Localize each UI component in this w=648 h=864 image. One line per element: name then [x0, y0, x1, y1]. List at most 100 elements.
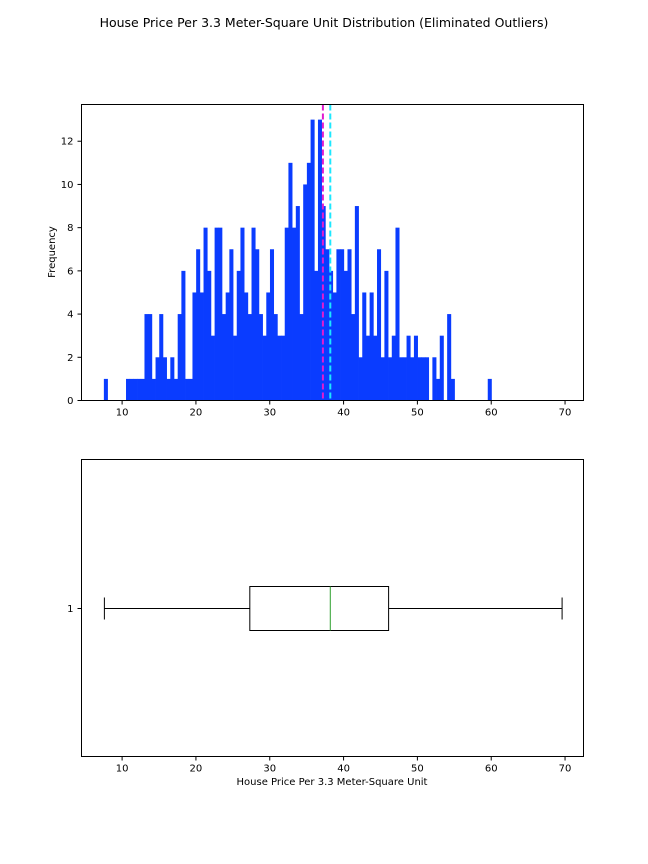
- histogram-bar: [417, 357, 422, 401]
- histogram-bar: [395, 227, 400, 401]
- histogram-bar: [262, 335, 267, 401]
- histogram-bar: [185, 378, 190, 401]
- histogram-bar: [351, 314, 356, 401]
- histogram-bar: [148, 314, 153, 401]
- histogram-bar: [295, 206, 300, 401]
- histogram-bar: [317, 119, 322, 401]
- histogram-bar: [140, 378, 145, 401]
- boxplot-y-ticks: 1: [67, 604, 82, 615]
- histogram-bar: [413, 335, 418, 401]
- histogram-bar: [303, 184, 308, 401]
- histogram-bar: [406, 335, 411, 401]
- histogram-bar: [221, 314, 227, 401]
- histogram-bar: [365, 335, 370, 401]
- histogram-bar: [402, 357, 407, 401]
- histogram-bar: [199, 292, 204, 401]
- histogram-bar: [229, 249, 234, 401]
- y-tick-label: 4: [67, 310, 73, 321]
- histogram-bar: [174, 378, 179, 401]
- histogram-bar: [170, 357, 175, 401]
- histogram-bar: [380, 357, 385, 401]
- histogram-bars: [103, 119, 492, 401]
- y-tick-label: 8: [67, 223, 73, 234]
- histogram-bar: [218, 227, 223, 401]
- histogram-bar: [155, 357, 160, 401]
- histogram-bar: [166, 378, 171, 401]
- histogram-bar: [240, 227, 245, 401]
- histogram-bar: [126, 378, 131, 401]
- histogram-bar: [207, 270, 212, 401]
- histogram-bar: [306, 162, 311, 401]
- histogram-axes-frame: [81, 104, 584, 401]
- boxplot-panel: 10 20 30 40 50 60 70 1 House Price Per 3.3 Met…: [67, 459, 584, 788]
- histogram-bar: [377, 249, 382, 401]
- histogram-bar: [281, 335, 286, 401]
- histogram-bar: [447, 314, 452, 401]
- histogram-bar: [354, 206, 359, 401]
- histogram-bar: [192, 292, 197, 401]
- y-tick-label: 10: [61, 180, 74, 191]
- histogram-bar: [151, 378, 156, 401]
- x-tick-label: 50: [411, 764, 424, 775]
- histogram-bar: [288, 162, 293, 401]
- x-tick-label: 20: [190, 764, 203, 775]
- histogram-bar: [336, 249, 341, 401]
- histogram-bar: [196, 249, 201, 401]
- x-tick-label: 40: [337, 764, 350, 775]
- histogram-bar: [162, 357, 167, 401]
- histogram-panel: 10 20 30 40 50 60 70 0 2 4 6 8 10 12 Frequency: [47, 104, 584, 419]
- histogram-bar: [399, 357, 404, 401]
- y-tick-label: 1: [67, 604, 73, 615]
- histogram-bar: [277, 335, 282, 401]
- histogram-bar: [214, 227, 219, 401]
- histogram-bar: [137, 378, 142, 401]
- histogram-bar: [292, 227, 297, 401]
- y-tick-label: 6: [67, 266, 73, 277]
- histogram-bar: [210, 335, 215, 401]
- y-tick-label: 12: [61, 137, 74, 148]
- x-tick-label: 10: [116, 408, 129, 419]
- histogram-bar: [258, 314, 263, 401]
- histogram-bar: [129, 378, 134, 401]
- histogram-bar: [284, 227, 289, 401]
- histogram-bar: [436, 378, 441, 401]
- x-tick-label: 30: [263, 764, 276, 775]
- x-tick-label: 60: [485, 408, 498, 419]
- histogram-bar: [133, 378, 138, 401]
- histogram-bar: [373, 335, 378, 401]
- histogram-bar: [388, 357, 393, 401]
- histogram-bar: [332, 292, 337, 401]
- histogram-y-axis-label: Frequency: [47, 226, 58, 278]
- y-tick-label: 0: [67, 396, 73, 407]
- boxplot-x-axis-label: House Price Per 3.3 Meter-Square Unit: [237, 777, 428, 788]
- histogram-bar: [358, 357, 363, 401]
- x-tick-label: 70: [559, 408, 572, 419]
- x-tick-label: 50: [411, 408, 424, 419]
- histogram-bar: [410, 357, 415, 401]
- histogram-bar: [255, 249, 260, 401]
- x-tick-label: 10: [116, 764, 129, 775]
- histogram-bar: [343, 270, 348, 401]
- figure-suptitle: House Price Per 3.3 Meter-Square Unit Di…: [100, 15, 549, 30]
- histogram-bar: [233, 335, 238, 401]
- histogram-bar: [347, 249, 352, 401]
- histogram-bar: [329, 270, 334, 401]
- histogram-bar: [225, 292, 230, 401]
- histogram-bar: [144, 314, 149, 401]
- histogram-bar: [384, 270, 389, 401]
- histogram-bar: [369, 292, 374, 401]
- histogram-bar: [247, 314, 252, 401]
- histogram-bar: [432, 357, 437, 401]
- histogram-bar: [299, 314, 304, 401]
- histogram-bar: [421, 357, 426, 401]
- histogram-bar: [188, 378, 193, 401]
- histogram-bar: [236, 270, 241, 401]
- histogram-bar: [266, 292, 271, 401]
- x-tick-label: 30: [263, 408, 276, 419]
- x-tick-label: 20: [190, 408, 203, 419]
- histogram-bar: [425, 357, 430, 401]
- histogram-x-ticks: 10 20 30 40 50 60 70: [116, 400, 572, 419]
- x-tick-label: 60: [485, 764, 498, 775]
